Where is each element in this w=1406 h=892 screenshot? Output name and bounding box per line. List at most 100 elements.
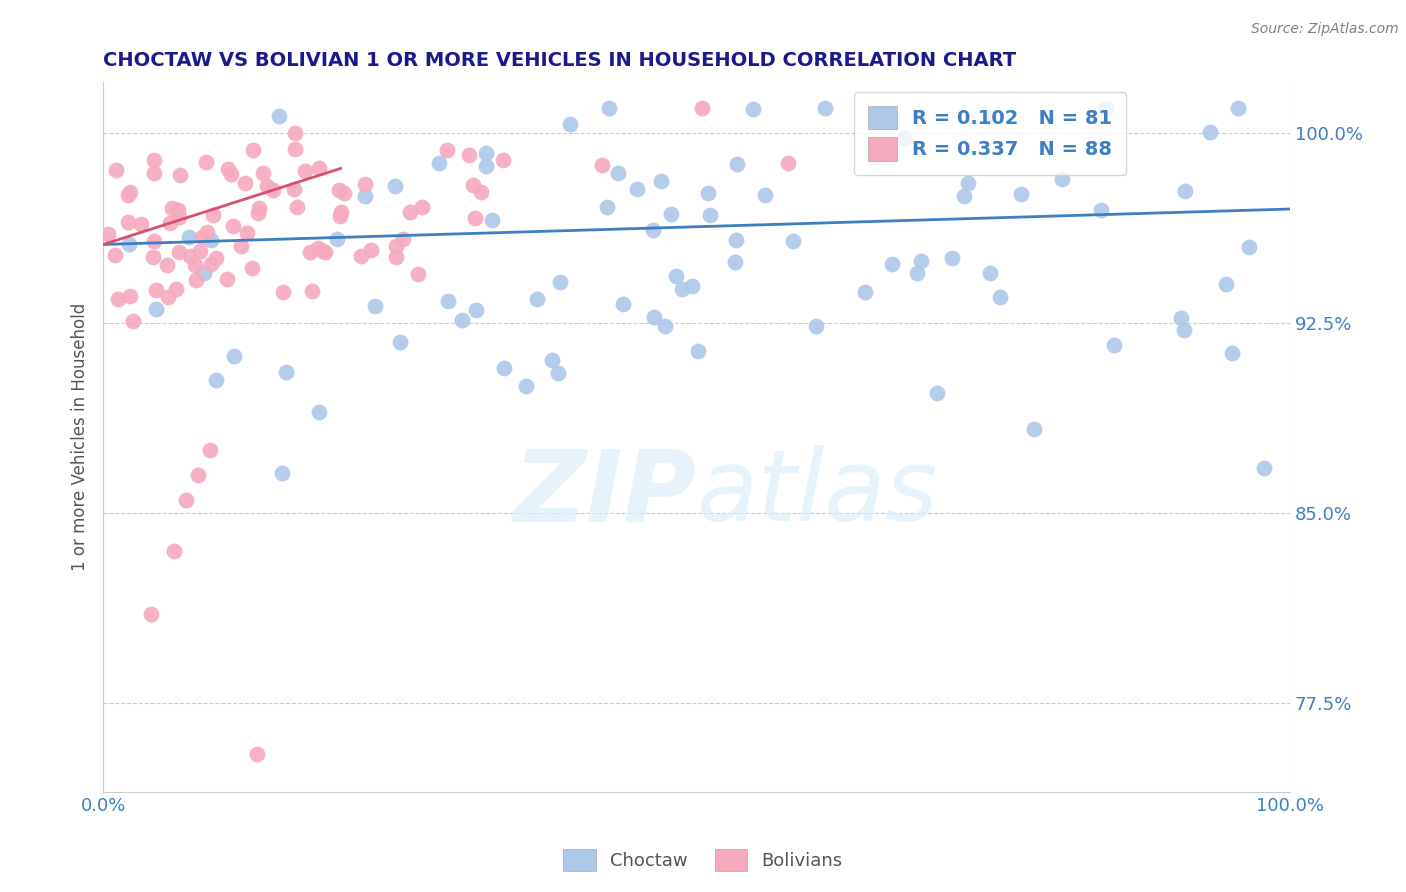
Point bbox=[118, 289, 141, 303]
Point bbox=[104, 247, 127, 261]
Point bbox=[458, 148, 481, 162]
Point bbox=[1239, 240, 1261, 254]
Point bbox=[120, 185, 142, 199]
Point bbox=[607, 166, 630, 180]
Point bbox=[193, 266, 215, 280]
Point bbox=[197, 225, 219, 239]
Point bbox=[252, 166, 274, 180]
Point bbox=[665, 269, 688, 284]
Point bbox=[804, 319, 827, 334]
Text: ZIP: ZIP bbox=[513, 445, 696, 542]
Point bbox=[515, 379, 537, 393]
Point bbox=[200, 233, 222, 247]
Point bbox=[690, 101, 713, 115]
Point bbox=[298, 244, 321, 259]
Point bbox=[224, 349, 246, 363]
Point bbox=[143, 166, 166, 180]
Point bbox=[142, 250, 165, 264]
Point bbox=[641, 223, 664, 237]
Point bbox=[406, 267, 429, 281]
Point bbox=[465, 303, 488, 318]
Point bbox=[782, 234, 804, 248]
Y-axis label: 1 or more Vehicles in Household: 1 or more Vehicles in Household bbox=[72, 303, 89, 571]
Point bbox=[910, 253, 932, 268]
Point bbox=[1220, 346, 1243, 360]
Point bbox=[1170, 311, 1192, 326]
Point bbox=[952, 189, 974, 203]
Point bbox=[190, 229, 212, 244]
Point bbox=[204, 373, 226, 387]
Point bbox=[145, 284, 167, 298]
Point bbox=[558, 117, 581, 131]
Point bbox=[481, 212, 503, 227]
Point bbox=[284, 126, 307, 140]
Point bbox=[269, 109, 291, 123]
Point bbox=[215, 272, 238, 286]
Point bbox=[547, 366, 569, 380]
Point bbox=[778, 156, 800, 170]
Point bbox=[169, 168, 191, 182]
Point bbox=[184, 258, 207, 272]
Point bbox=[598, 101, 620, 115]
Point bbox=[470, 185, 492, 199]
Point bbox=[754, 187, 776, 202]
Point bbox=[332, 186, 354, 201]
Point bbox=[205, 252, 228, 266]
Point bbox=[1174, 184, 1197, 198]
Point bbox=[384, 179, 406, 194]
Point bbox=[117, 215, 139, 229]
Point bbox=[1050, 172, 1073, 186]
Point bbox=[219, 167, 242, 181]
Point bbox=[229, 239, 252, 253]
Point bbox=[451, 313, 474, 327]
Point bbox=[385, 239, 408, 253]
Point bbox=[184, 273, 207, 287]
Legend: R = 0.102   N = 81, R = 0.337   N = 88: R = 0.102 N = 81, R = 0.337 N = 88 bbox=[853, 92, 1126, 175]
Point bbox=[626, 182, 648, 196]
Point bbox=[145, 302, 167, 317]
Legend: Choctaw, Bolivians: Choctaw, Bolivians bbox=[555, 842, 851, 879]
Point bbox=[654, 318, 676, 333]
Point bbox=[724, 233, 747, 247]
Point bbox=[1094, 101, 1116, 115]
Point bbox=[233, 176, 256, 190]
Point bbox=[156, 258, 179, 272]
Point bbox=[198, 442, 221, 457]
Point bbox=[217, 161, 239, 176]
Point bbox=[671, 282, 693, 296]
Point bbox=[360, 243, 382, 257]
Point bbox=[389, 334, 412, 349]
Point bbox=[246, 747, 269, 761]
Point bbox=[256, 178, 278, 193]
Point bbox=[894, 131, 917, 145]
Point bbox=[167, 202, 190, 217]
Point bbox=[853, 285, 876, 299]
Point bbox=[314, 244, 336, 259]
Point bbox=[188, 244, 211, 259]
Point bbox=[925, 385, 948, 400]
Point bbox=[475, 146, 498, 161]
Point bbox=[548, 275, 571, 289]
Point bbox=[437, 293, 460, 308]
Point bbox=[174, 493, 197, 508]
Point bbox=[977, 111, 1000, 125]
Point bbox=[159, 215, 181, 229]
Point bbox=[814, 101, 837, 115]
Point bbox=[201, 208, 224, 222]
Point bbox=[686, 344, 709, 359]
Point bbox=[659, 207, 682, 221]
Point bbox=[294, 164, 316, 178]
Point bbox=[724, 254, 747, 268]
Point bbox=[1010, 186, 1032, 201]
Point bbox=[284, 142, 307, 156]
Point bbox=[142, 235, 165, 249]
Point bbox=[461, 178, 484, 192]
Point bbox=[177, 230, 200, 244]
Point bbox=[271, 285, 294, 300]
Point bbox=[1215, 277, 1237, 292]
Point bbox=[1090, 202, 1112, 217]
Point bbox=[1102, 338, 1125, 352]
Point bbox=[179, 249, 201, 263]
Point bbox=[311, 244, 333, 259]
Point bbox=[236, 226, 259, 240]
